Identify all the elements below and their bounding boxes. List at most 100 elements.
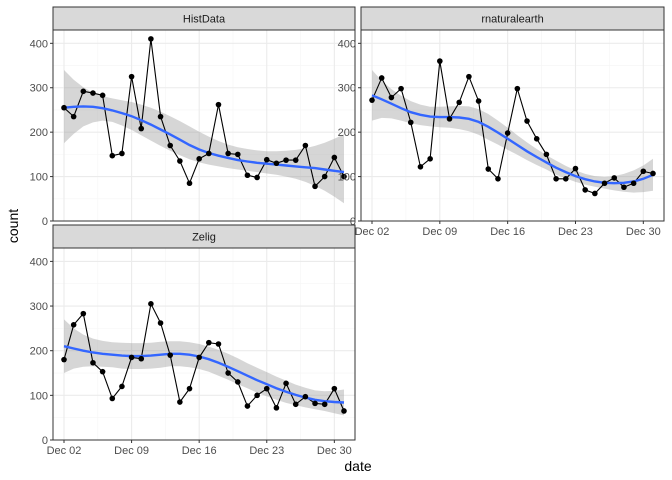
data-point (495, 176, 501, 182)
facet-strip (52, 6, 356, 31)
y-tick-label: 0 (350, 216, 356, 228)
data-point (70, 113, 77, 120)
x-axis-title: date (344, 458, 371, 474)
panels-layer: HistData 0 100 200 300 400 rnaturalearth 0 100 20… (30, 6, 665, 457)
data-point (157, 320, 164, 326)
data-point (292, 401, 299, 408)
data-point (475, 98, 482, 104)
data-point (148, 301, 154, 307)
data-point (283, 380, 289, 387)
data-point (70, 322, 77, 328)
data-point (369, 97, 375, 103)
data-point (446, 116, 453, 122)
data-point (61, 104, 67, 111)
data-point (138, 125, 145, 132)
data-point (601, 180, 608, 187)
panel-rnaturalearth: rnaturalearth 0 100 200 300 400 Dec 02 Dec 09 De… (338, 6, 665, 238)
data-point (234, 151, 241, 158)
y-tick-label: 0 (42, 435, 48, 447)
data-point (273, 405, 280, 411)
data-point (263, 156, 270, 163)
data-point (119, 150, 125, 157)
x-tick-label: Dec 16 (182, 445, 217, 457)
data-point (215, 341, 222, 347)
data-point (341, 173, 347, 180)
data-point (572, 165, 579, 172)
data-point (437, 58, 443, 64)
data-point (466, 73, 472, 80)
panel-background (361, 30, 664, 221)
facet-strip (360, 6, 665, 31)
data-point (273, 160, 280, 167)
y-tick-label: 100 (338, 172, 356, 184)
facet-strip-label: rnaturalearth (481, 14, 543, 26)
confidence-ribbon (64, 70, 344, 204)
data-point (398, 85, 404, 92)
data-point (331, 154, 338, 161)
data-point (630, 180, 637, 187)
data-point (225, 370, 231, 376)
data-point (427, 156, 433, 162)
data-point (341, 408, 347, 414)
data-point (61, 356, 67, 363)
y-tick-label: 100 (30, 172, 48, 184)
data-point (206, 339, 212, 346)
data-point (234, 379, 241, 385)
panel-zelig: Zelig 0 100 200 300 400 Dec 02 Dec 09 Dec 16 Dec … (30, 224, 356, 457)
panel-background (53, 30, 355, 221)
series-line (63, 38, 345, 188)
data-point (206, 150, 212, 157)
y-tick-label: 300 (30, 83, 48, 95)
data-point (186, 180, 193, 187)
data-point (109, 152, 116, 159)
x-tick-label: Dec 16 (490, 226, 525, 238)
y-tick-label: 0 (42, 216, 48, 228)
y-tick-label: 200 (30, 346, 48, 358)
data-point (80, 88, 87, 95)
data-point (119, 383, 125, 390)
data-point (263, 385, 270, 392)
y-tick-label: 200 (30, 127, 48, 139)
data-point (138, 355, 145, 362)
data-point (225, 150, 231, 157)
data-point (621, 184, 627, 191)
y-tick-label: 400 (30, 256, 48, 268)
data-point (244, 172, 251, 179)
data-point (524, 118, 530, 124)
data-point (283, 157, 289, 163)
x-tick-label: Dec 02 (355, 226, 390, 238)
y-tick-label: 200 (338, 127, 356, 139)
data-point (90, 359, 96, 366)
x-tick-label: Dec 30 (626, 226, 661, 238)
data-point (128, 354, 135, 361)
y-tick-label: 400 (338, 38, 356, 50)
x-tick-label: Dec 09 (114, 445, 149, 457)
data-point (148, 36, 154, 42)
data-point (533, 136, 540, 142)
data-point (254, 174, 260, 181)
facet-strip-label: HistData (183, 14, 226, 26)
data-point (514, 85, 521, 92)
data-point (312, 183, 318, 190)
data-point (157, 113, 164, 120)
smooth-trend-line (63, 345, 345, 404)
facet-strip (52, 224, 356, 249)
data-point (553, 176, 559, 182)
data-point (504, 130, 511, 136)
data-point (331, 385, 338, 392)
x-tick-label: Dec 23 (249, 445, 284, 457)
y-tick-label: 300 (30, 301, 48, 313)
data-point (254, 392, 260, 399)
data-point (99, 368, 106, 375)
panel-background (53, 248, 355, 440)
y-tick-label: 300 (338, 83, 356, 95)
data-point (417, 164, 424, 170)
y-axis-title: count (5, 209, 21, 243)
x-tick-label: Dec 02 (47, 445, 82, 457)
data-point (244, 403, 251, 409)
data-point (167, 352, 174, 358)
data-point (99, 92, 106, 99)
data-point (167, 142, 174, 149)
data-point (128, 73, 135, 80)
